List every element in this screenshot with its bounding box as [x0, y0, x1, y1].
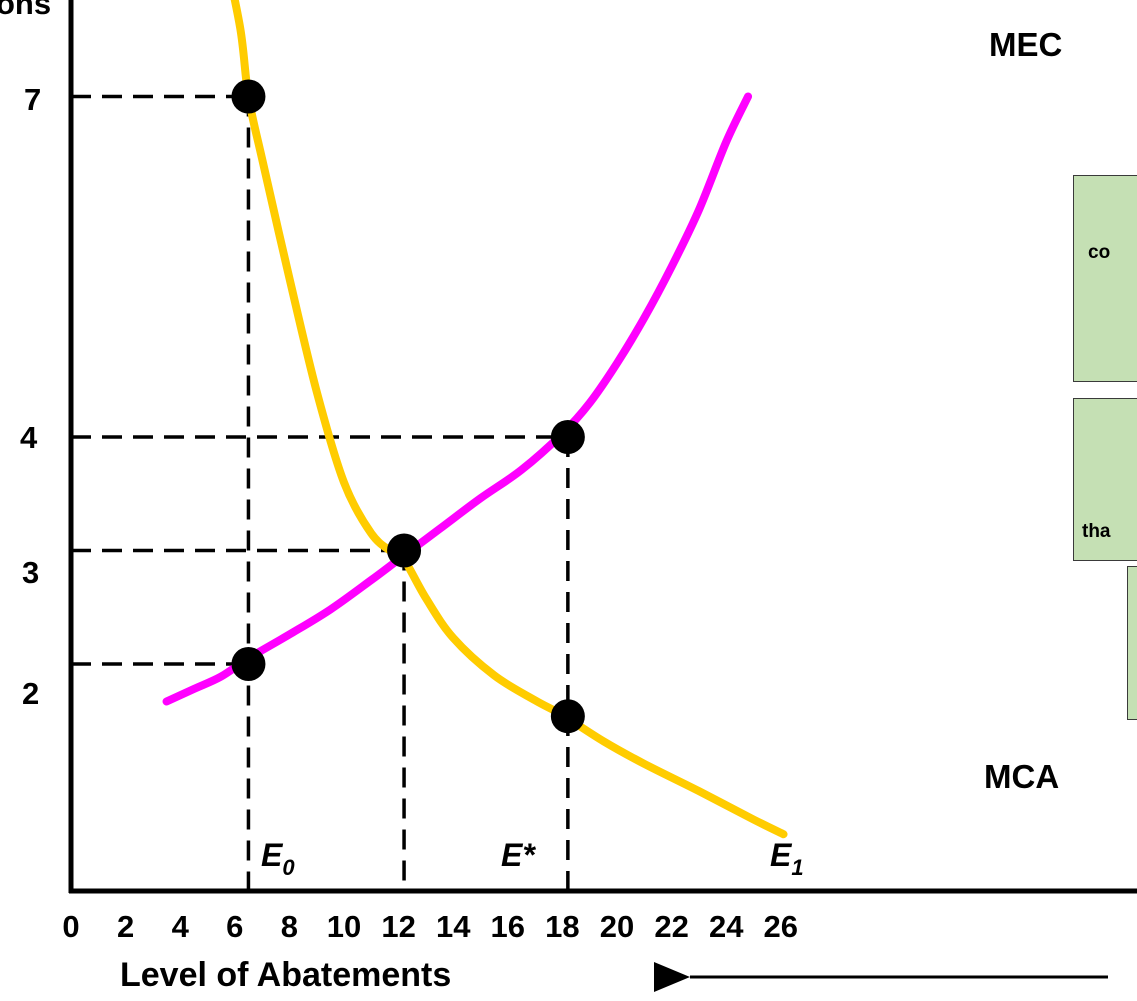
axes: [68, 0, 1137, 894]
y-tick-label: 4: [20, 420, 38, 455]
info-box-bottom: [1127, 566, 1137, 720]
annotation-e1: E1: [770, 837, 804, 880]
x-tick-label: 22: [654, 909, 688, 944]
annotation-estar-base: E*: [501, 837, 536, 873]
info-box-top: co: [1073, 175, 1137, 382]
y-axis-label-fragment: ons: [0, 0, 51, 21]
x-tick-label: 8: [281, 909, 298, 944]
data-point-4: [550, 699, 585, 734]
x-tick-label: 14: [436, 909, 471, 944]
annotation-e0-sub: 0: [282, 855, 295, 880]
annotation-e1-sub: 1: [791, 855, 803, 880]
curve-mec: [162, 92, 753, 706]
x-tick-labels: 0 2 4 6 8 10 12 14 16 18 20 22 24 26: [62, 909, 798, 944]
x-tick-label: 4: [172, 909, 190, 944]
info-box-middle-text: tha: [1082, 521, 1111, 542]
mec-curve-label: MEC: [989, 26, 1062, 63]
x-tick-label: 0: [62, 909, 79, 944]
data-point-0: [231, 79, 266, 114]
y-tick-labels: 7 4 3 2: [20, 82, 41, 711]
guide-lines: [71, 94, 570, 891]
curve-mca: [230, 0, 788, 839]
annotation-e0: E0: [261, 837, 295, 880]
x-tick-label: 20: [600, 909, 634, 944]
x-tick-label: 16: [491, 909, 525, 944]
y-tick-label: 2: [22, 676, 39, 711]
data-point-2: [387, 533, 422, 568]
mca-curve-label: MCA: [984, 758, 1059, 795]
x-axis-label: Level of Abatements: [120, 956, 451, 994]
data-point-3: [550, 420, 585, 454]
x-tick-label: 26: [764, 909, 798, 944]
y-tick-label: 3: [22, 555, 39, 590]
info-box-middle: tha: [1073, 398, 1137, 561]
annotation-e1-base: E: [770, 837, 793, 873]
points: [231, 79, 585, 734]
x-tick-label: 6: [226, 909, 243, 944]
x-tick-label: 2: [117, 909, 134, 944]
x-tick-label: 12: [381, 909, 415, 944]
annotation-estar: E*: [501, 837, 536, 873]
annotation-e0-base: E: [261, 837, 284, 873]
x-tick-label: 24: [709, 909, 744, 944]
data-point-1: [231, 647, 266, 681]
annotations: E0 E* E1: [261, 837, 804, 880]
y-tick-label: 7: [24, 82, 41, 117]
x-tick-label: 10: [327, 909, 361, 944]
x-tick-label: 18: [545, 909, 579, 944]
info-box-top-text: co: [1088, 242, 1111, 263]
curves: [162, 0, 788, 839]
